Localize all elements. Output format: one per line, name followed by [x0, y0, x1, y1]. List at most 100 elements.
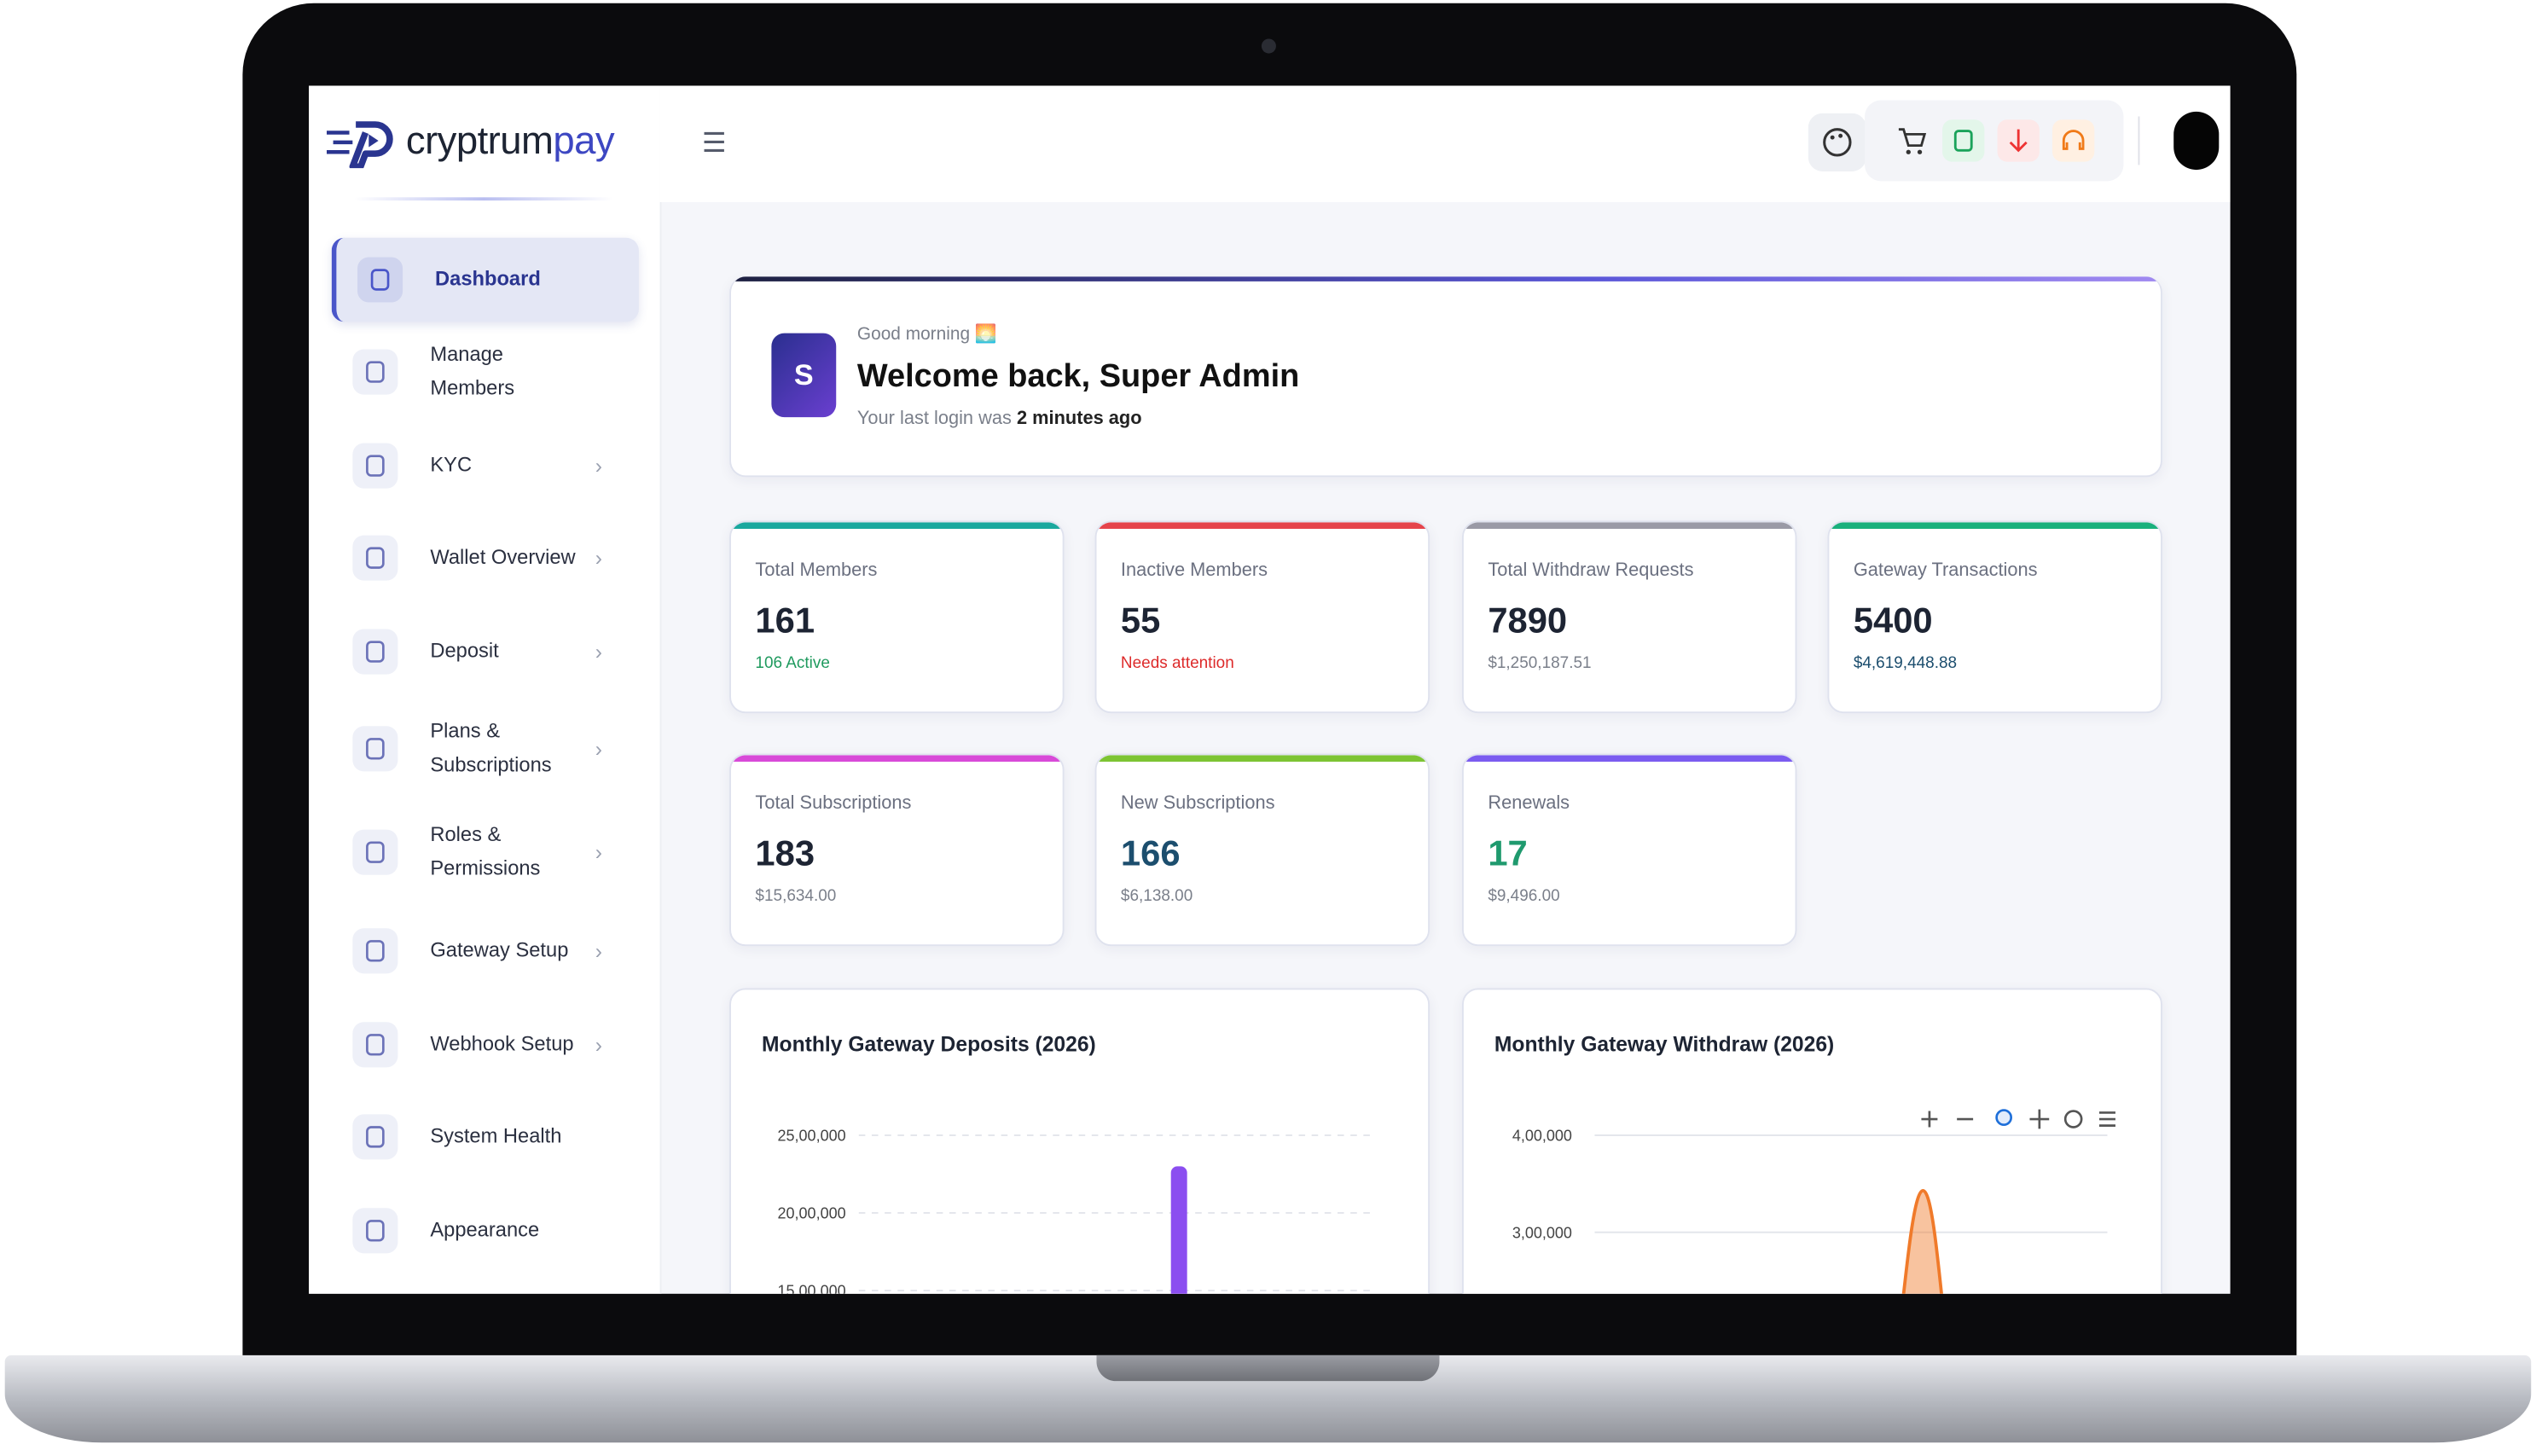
nav-icon [352, 443, 398, 489]
stat-card: New Subscriptions 166 $6,138.00 [1094, 753, 1430, 947]
stat-value: 166 [1120, 832, 1181, 873]
nav-icon [352, 349, 398, 395]
stat-value: 161 [755, 600, 815, 641]
nav-glyph-shape [366, 641, 385, 663]
nav-label: Webhook Setup [430, 1032, 574, 1056]
welcome-title: Welcome back, Super Admin [856, 358, 1300, 395]
nav-icon [352, 629, 398, 675]
chart-card: Monthly Gateway Deposits (2026) 25,00,000… [729, 988, 1430, 1294]
nav-item[interactable]: KYC › [332, 424, 635, 508]
nav-item[interactable]: Deposit › [332, 610, 635, 694]
menu-button[interactable] [2099, 1111, 2115, 1127]
nav-label: Dashboard [435, 267, 541, 291]
laptop-notch [1096, 1354, 1440, 1382]
nav-glyph [366, 641, 385, 663]
y-tick-label: 15,00,000 [778, 1283, 846, 1294]
welcome-accent [730, 276, 2162, 281]
stat-label: Total Members [755, 560, 878, 581]
support-icon[interactable] [2062, 130, 2085, 150]
nav-label: Appearance [430, 1218, 540, 1242]
stat-label: Gateway Transactions [1853, 560, 2038, 581]
nav-item[interactable]: Plans & Subscriptions › [332, 707, 635, 792]
nav-icon [352, 928, 398, 974]
nav-glyph [366, 361, 385, 383]
stat-accent [1096, 755, 1429, 763]
selection-zoom-button[interactable] [1995, 1109, 2013, 1126]
stat-value: 5400 [1853, 600, 1933, 641]
stat-accent [730, 522, 1063, 529]
menu-toggle[interactable]: ☰ [701, 127, 727, 159]
stat-label: Renewals [1488, 793, 1570, 814]
nav-icon [352, 1114, 398, 1160]
nav-icon [352, 1208, 398, 1254]
nav-icon [357, 257, 403, 303]
logo[interactable]: cryptrumpay [323, 117, 663, 169]
stat-note: $15,634.00 [755, 887, 837, 906]
stat-label: Inactive Members [1120, 560, 1268, 581]
user-avatar[interactable] [2173, 111, 2220, 171]
nav-chevron: › [595, 453, 602, 479]
stat-accent [730, 755, 1063, 763]
stat-note: 106 Active [755, 654, 830, 673]
reset-button[interactable] [2063, 1110, 2083, 1128]
nav-chevron: › [595, 736, 602, 762]
last-login: Your last login was 2 minutes ago [857, 409, 1142, 429]
nav-item[interactable]: Webhook Setup › [332, 1003, 635, 1088]
stat-note: $9,496.00 [1488, 887, 1560, 906]
chart-toolbar [1921, 1109, 2115, 1129]
stat-note: $4,619,448.88 [1853, 654, 1958, 673]
chart: 25,00,000 20,00,000 15,00,000 [778, 1128, 1377, 1294]
stat-label: New Subscriptions [1120, 793, 1275, 814]
nav-glyph-shape [366, 841, 385, 863]
nav-glyph [366, 1126, 385, 1148]
nav-icon [352, 726, 398, 772]
download-icon[interactable] [2009, 129, 2028, 153]
nav-item[interactable]: Gateway Setup › [332, 909, 635, 994]
nav-label: KYC [430, 453, 473, 477]
nav-chevron: › [595, 1032, 602, 1058]
logo-text: cryptrum [405, 119, 554, 164]
stat-card: Total Withdraw Requests 7890 $1,250,187.51 [1461, 520, 1797, 714]
last-login-prefix: Your last login was [856, 409, 1012, 429]
header: ☰ [659, 85, 2231, 202]
stat-accent [1096, 522, 1429, 529]
last-login-time: 2 minutes ago [1016, 409, 1142, 429]
nav-glyph [370, 269, 390, 291]
nav-glyph-shape [366, 940, 385, 962]
stat-card: Renewals 17 $9,496.00 [1461, 753, 1797, 947]
nav-glyph [366, 841, 385, 863]
pan-button[interactable] [2029, 1109, 2050, 1129]
nav-chevron: › [595, 938, 602, 964]
nav-glyph [366, 940, 385, 962]
nav-item[interactable]: System Health [332, 1095, 635, 1180]
logo-divider [354, 197, 613, 201]
stat-value: 183 [755, 832, 815, 873]
stat-value: 7890 [1488, 600, 1568, 641]
logo-text-accent: pay [553, 119, 615, 164]
stat-card: Inactive Members 55 Needs attention [1094, 520, 1430, 714]
area [1901, 1188, 1943, 1294]
stat-accent [1463, 522, 1796, 529]
wallet-icon[interactable] [1953, 130, 1973, 152]
nav-item[interactable]: Roles & Permissions › [332, 810, 635, 895]
nav-label: Gateway Setup [430, 938, 569, 962]
theme-button[interactable] [1808, 113, 1866, 171]
nav-item[interactable]: Appearance [332, 1189, 635, 1273]
zoom-in-button[interactable] [1921, 1111, 1938, 1128]
cart-icon[interactable] [1898, 128, 1927, 154]
nav-item[interactable]: Wallet Overview › [332, 516, 635, 600]
nav-icon [352, 535, 398, 581]
sidebar: cryptrumpay Dashboard Manage Members KYC › W… [309, 85, 663, 1294]
stat-card: Gateway Transactions 5400 $4,619,448.88 [1827, 520, 2162, 714]
nav-item[interactable]: Manage Members [332, 330, 635, 415]
stat-card: Total Subscriptions 183 $15,634.00 [729, 753, 1065, 947]
nav-glyph-shape [366, 1220, 385, 1242]
nav-glyph [366, 455, 385, 477]
stat-label: Total Withdraw Requests [1488, 560, 1694, 581]
nav-item[interactable]: Dashboard [331, 237, 639, 322]
nav-glyph [366, 1034, 385, 1056]
stat-label: Total Subscriptions [755, 793, 912, 814]
stat-card: Total Members 161 106 Active [729, 520, 1065, 714]
stat-note: $1,250,187.51 [1488, 654, 1592, 673]
